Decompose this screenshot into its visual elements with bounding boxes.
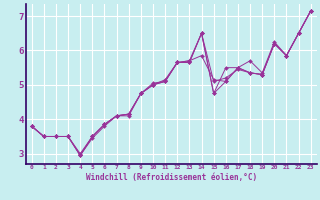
X-axis label: Windchill (Refroidissement éolien,°C): Windchill (Refroidissement éolien,°C) (86, 173, 257, 182)
